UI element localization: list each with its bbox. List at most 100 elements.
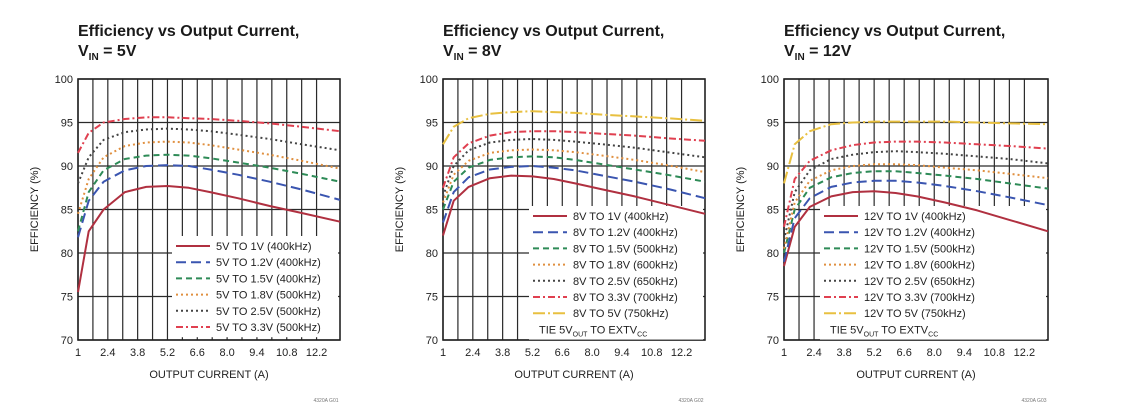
legend-label: 5V TO 2.5V (500kHz) xyxy=(216,306,321,318)
chart-title: Efficiency vs Output Current, VIN = 5V xyxy=(78,22,299,68)
legend-box xyxy=(820,206,1046,340)
series-line xyxy=(783,120,1049,184)
x-tick-label: 1 xyxy=(781,347,787,359)
x-tick-label: 3.8 xyxy=(836,347,851,359)
x-tick-label: 10.8 xyxy=(984,347,1005,359)
chart-title-line-2: VIN = 5V xyxy=(78,42,299,68)
legend-label: 8V TO 3.3V (700kHz) xyxy=(573,292,678,304)
y-tick-label: 85 xyxy=(767,205,779,217)
y-tick-label: 85 xyxy=(61,205,73,217)
legend-label: 12V TO 3.3V (700kHz) xyxy=(864,292,975,304)
legend-label: 5V TO 3.3V (500kHz) xyxy=(216,322,321,334)
x-tick-label: 1 xyxy=(440,347,446,359)
title-prefix: V xyxy=(784,43,795,60)
x-tick-label: 12.2 xyxy=(1014,347,1035,359)
x-tick-label: 6.6 xyxy=(190,347,205,359)
y-tick-label: 75 xyxy=(61,292,73,304)
title-prefix: V xyxy=(78,43,89,60)
y-tick-label: 70 xyxy=(767,335,779,347)
series-line xyxy=(442,174,706,236)
legend-box xyxy=(172,236,338,338)
y-tick-label: 90 xyxy=(426,161,438,173)
x-tick-label: 5.2 xyxy=(525,347,540,359)
x-tick-label: 12.2 xyxy=(671,347,692,359)
series-line xyxy=(442,165,706,223)
chart-title-line-2: VIN = 12V xyxy=(784,42,1005,68)
chart-title-line-2: VIN = 8V xyxy=(443,42,664,68)
legend-label: 12V TO 1.8V (600kHz) xyxy=(864,260,975,272)
series-line xyxy=(783,163,1049,249)
x-tick-label: 2.4 xyxy=(465,347,480,359)
chart-title-line-1: Efficiency vs Output Current, xyxy=(78,23,300,40)
x-tick-label: 9.4 xyxy=(614,347,629,359)
legend-label: 8V TO 1.5V (500kHz) xyxy=(573,243,678,255)
x-tick-label: 12.2 xyxy=(306,347,327,359)
legend-label: 5V TO 1V (400kHz) xyxy=(216,241,312,253)
x-tick-label: 3.8 xyxy=(130,347,145,359)
legend-label: 5V TO 1.5V (400kHz) xyxy=(216,273,321,285)
title-suffix: = 12V xyxy=(804,43,852,60)
x-tick-label: 10.8 xyxy=(276,347,297,359)
series-line xyxy=(783,150,1049,241)
series-line xyxy=(783,190,1049,267)
y-tick-label: 80 xyxy=(767,248,779,260)
legend-label: 5V TO 1.8V (500kHz) xyxy=(216,290,321,302)
x-tick-label: 3.8 xyxy=(495,347,510,359)
legend-label: 8V TO 2.5V (650kHz) xyxy=(573,276,678,288)
x-tick-label: 5.2 xyxy=(160,347,175,359)
y-axis-label: EFFICIENCY (%) xyxy=(735,167,747,252)
y-tick-label: 90 xyxy=(61,161,73,173)
y-tick-label: 90 xyxy=(767,161,779,173)
y-tick-label: 75 xyxy=(767,292,779,304)
chart-panel-vin-5v: Efficiency vs Output Current, VIN = 5V xyxy=(78,0,438,420)
chart-0: 1 2.4 3.8 5.2 6.6 8.0 9.4 10.8 12.2 70 75 80 85 90 95 1… xyxy=(29,74,341,404)
y-tick-label: 95 xyxy=(767,118,779,130)
legend-label: 8V TO 5V (750kHz) xyxy=(573,308,669,320)
chart-title: Efficiency vs Output Current, VIN = 12V xyxy=(784,22,1005,68)
chart-title-line-1: Efficiency vs Output Current, xyxy=(784,23,1006,40)
plot-frame xyxy=(783,78,1049,341)
chart-title-line-1: Efficiency vs Output Current, xyxy=(443,23,665,40)
legend-label: 8V TO 1.8V (600kHz) xyxy=(573,260,678,272)
y-axis-label: EFFICIENCY (%) xyxy=(394,167,406,252)
x-axis-label: OUTPUT CURRENT (A) xyxy=(856,369,975,381)
chart-panel-vin-12v: Efficiency vs Output Current, VIN = 12V xyxy=(784,0,1133,420)
x-tick-label: 10.8 xyxy=(641,347,662,359)
x-axis-label: OUTPUT CURRENT (A) xyxy=(514,369,633,381)
legend-label: 12V TO 1.2V (400kHz) xyxy=(864,227,975,239)
series-line xyxy=(442,130,706,189)
chart-panel-vin-8v: Efficiency vs Output Current, VIN = 8V xyxy=(443,0,803,420)
x-tick-label: 1 xyxy=(75,347,81,359)
x-tick-label: 8.0 xyxy=(584,347,599,359)
series-line xyxy=(783,140,1049,228)
x-tick-label: 5.2 xyxy=(866,347,881,359)
x-tick-label: 9.4 xyxy=(957,347,972,359)
y-tick-label: 100 xyxy=(761,74,779,86)
figure-code: 4320A G02 xyxy=(678,398,703,404)
series-line xyxy=(442,148,706,203)
x-tick-label: 8.0 xyxy=(927,347,942,359)
series-line xyxy=(77,153,341,232)
title-subscript: IN xyxy=(794,52,805,64)
y-axis-label: EFFICIENCY (%) xyxy=(29,167,41,252)
y-tick-label: 95 xyxy=(426,118,438,130)
legend-label: 5V TO 1.2V (400kHz) xyxy=(216,257,321,269)
series-line xyxy=(442,155,706,210)
title-suffix: = 8V xyxy=(463,43,502,60)
x-tick-label: 6.6 xyxy=(555,347,570,359)
legend-label: 12V TO 1V (400kHz) xyxy=(864,211,966,223)
x-tick-label: 2.4 xyxy=(806,347,821,359)
chart-2: 1 2.4 3.8 5.2 6.6 8.0 9.4 10.8 12.2 70 75 80 85 90 95 1… xyxy=(735,74,1049,404)
y-tick-label: 85 xyxy=(426,205,438,217)
legend-label: 12V TO 5V (750kHz) xyxy=(864,308,966,320)
series-line xyxy=(77,164,341,238)
y-tick-label: 95 xyxy=(61,118,73,130)
y-tick-label: 100 xyxy=(55,74,73,86)
plot-frame xyxy=(77,78,341,341)
x-tick-label: 9.4 xyxy=(249,347,264,359)
chart-title: Efficiency vs Output Current, VIN = 8V xyxy=(443,22,664,68)
y-tick-label: 100 xyxy=(420,74,438,86)
legend-label: 12V TO 1.5V (500kHz) xyxy=(864,243,975,255)
